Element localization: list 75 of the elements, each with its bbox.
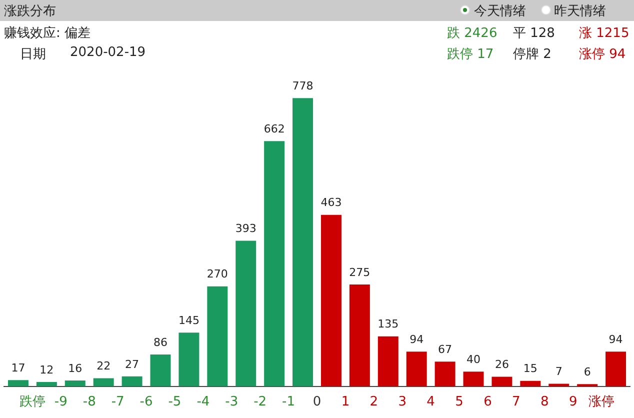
data-label: 145 [178, 314, 200, 328]
data-label: 275 [349, 266, 370, 279]
bar [292, 98, 314, 386]
bar [8, 380, 28, 386]
text: 涨停 94 [579, 46, 626, 63]
bar [434, 362, 456, 386]
data-label: 67 [438, 342, 452, 356]
x-tick-label: 2 [370, 394, 378, 410]
data-label: 17 [11, 361, 26, 374]
bar [463, 372, 484, 386]
data-label: 94 [608, 332, 623, 346]
x-tick-label: 4 [426, 394, 435, 410]
data-label: 393 [235, 222, 256, 236]
x-tick-label: -9 [54, 394, 68, 410]
data-label: 662 [264, 122, 285, 136]
x-tick-label: -4 [196, 394, 210, 410]
bar [406, 352, 427, 386]
bar [207, 286, 228, 386]
x-tick-label: 9 [568, 394, 578, 410]
data-label: 270 [206, 268, 228, 281]
data-label: 22 [96, 360, 111, 373]
x-tick-label: -3 [225, 394, 238, 410]
x-tick-label: 6 [484, 394, 492, 410]
bar [122, 376, 142, 386]
data-label: 94 [410, 332, 424, 346]
x-tick-label: 5 [455, 394, 464, 410]
text: 昨天情绪 [554, 3, 606, 20]
x-tick-label: -1 [282, 394, 296, 410]
x-tick-label: 0 [312, 394, 322, 410]
data-label: 15 [523, 362, 538, 376]
x-tick-label: -6 [140, 394, 153, 410]
text: 跌 2426 [447, 25, 498, 42]
data-label: 26 [494, 358, 509, 372]
x-tick-label: 7 [512, 394, 520, 410]
data-label: 27 [125, 358, 140, 371]
data-label: 16 [68, 362, 82, 375]
bar [178, 332, 200, 386]
x-tick-label: -2 [254, 394, 267, 410]
data-label: 463 [320, 196, 342, 210]
data-label: 135 [378, 318, 399, 331]
bar [64, 380, 86, 386]
x-tick-label: -7 [111, 394, 124, 410]
text: 2020-02-19 [70, 45, 146, 60]
bar [36, 382, 57, 386]
text: 日期 [20, 46, 46, 63]
bar [264, 141, 285, 386]
data-label: 86 [154, 336, 168, 349]
chart-title: 涨跌分布 [4, 3, 56, 20]
text: 跌停 17 [447, 46, 494, 63]
bar [320, 214, 342, 386]
text: 涨 1215 [579, 25, 630, 42]
text: 今天情绪 [474, 3, 526, 20]
bar [606, 352, 626, 386]
x-tick-label: -5 [168, 394, 182, 410]
text: 停牌 2 [513, 46, 552, 63]
x-tick-label: 涨停 [588, 394, 615, 410]
x-tick-label: 8 [540, 394, 549, 410]
bar [236, 240, 256, 386]
x-tick-label: 3 [398, 394, 407, 410]
data-label: 40 [466, 352, 480, 366]
x-tick-label: 1 [341, 394, 350, 410]
bar [492, 376, 512, 386]
x-tick-label: 跌停 [19, 394, 46, 410]
bar [378, 336, 398, 386]
bar [150, 354, 171, 386]
bar [93, 378, 114, 386]
data-label: 7 [555, 365, 562, 378]
data-label: 6 [584, 366, 591, 379]
data-label: 778 [292, 80, 314, 93]
bar [349, 284, 370, 386]
bar [520, 380, 541, 386]
data-label: 12 [40, 363, 54, 376]
text: 赚钱效应: 偏差 [4, 25, 91, 42]
x-tick-label: -8 [82, 394, 96, 410]
text: 平 128 [513, 25, 555, 42]
